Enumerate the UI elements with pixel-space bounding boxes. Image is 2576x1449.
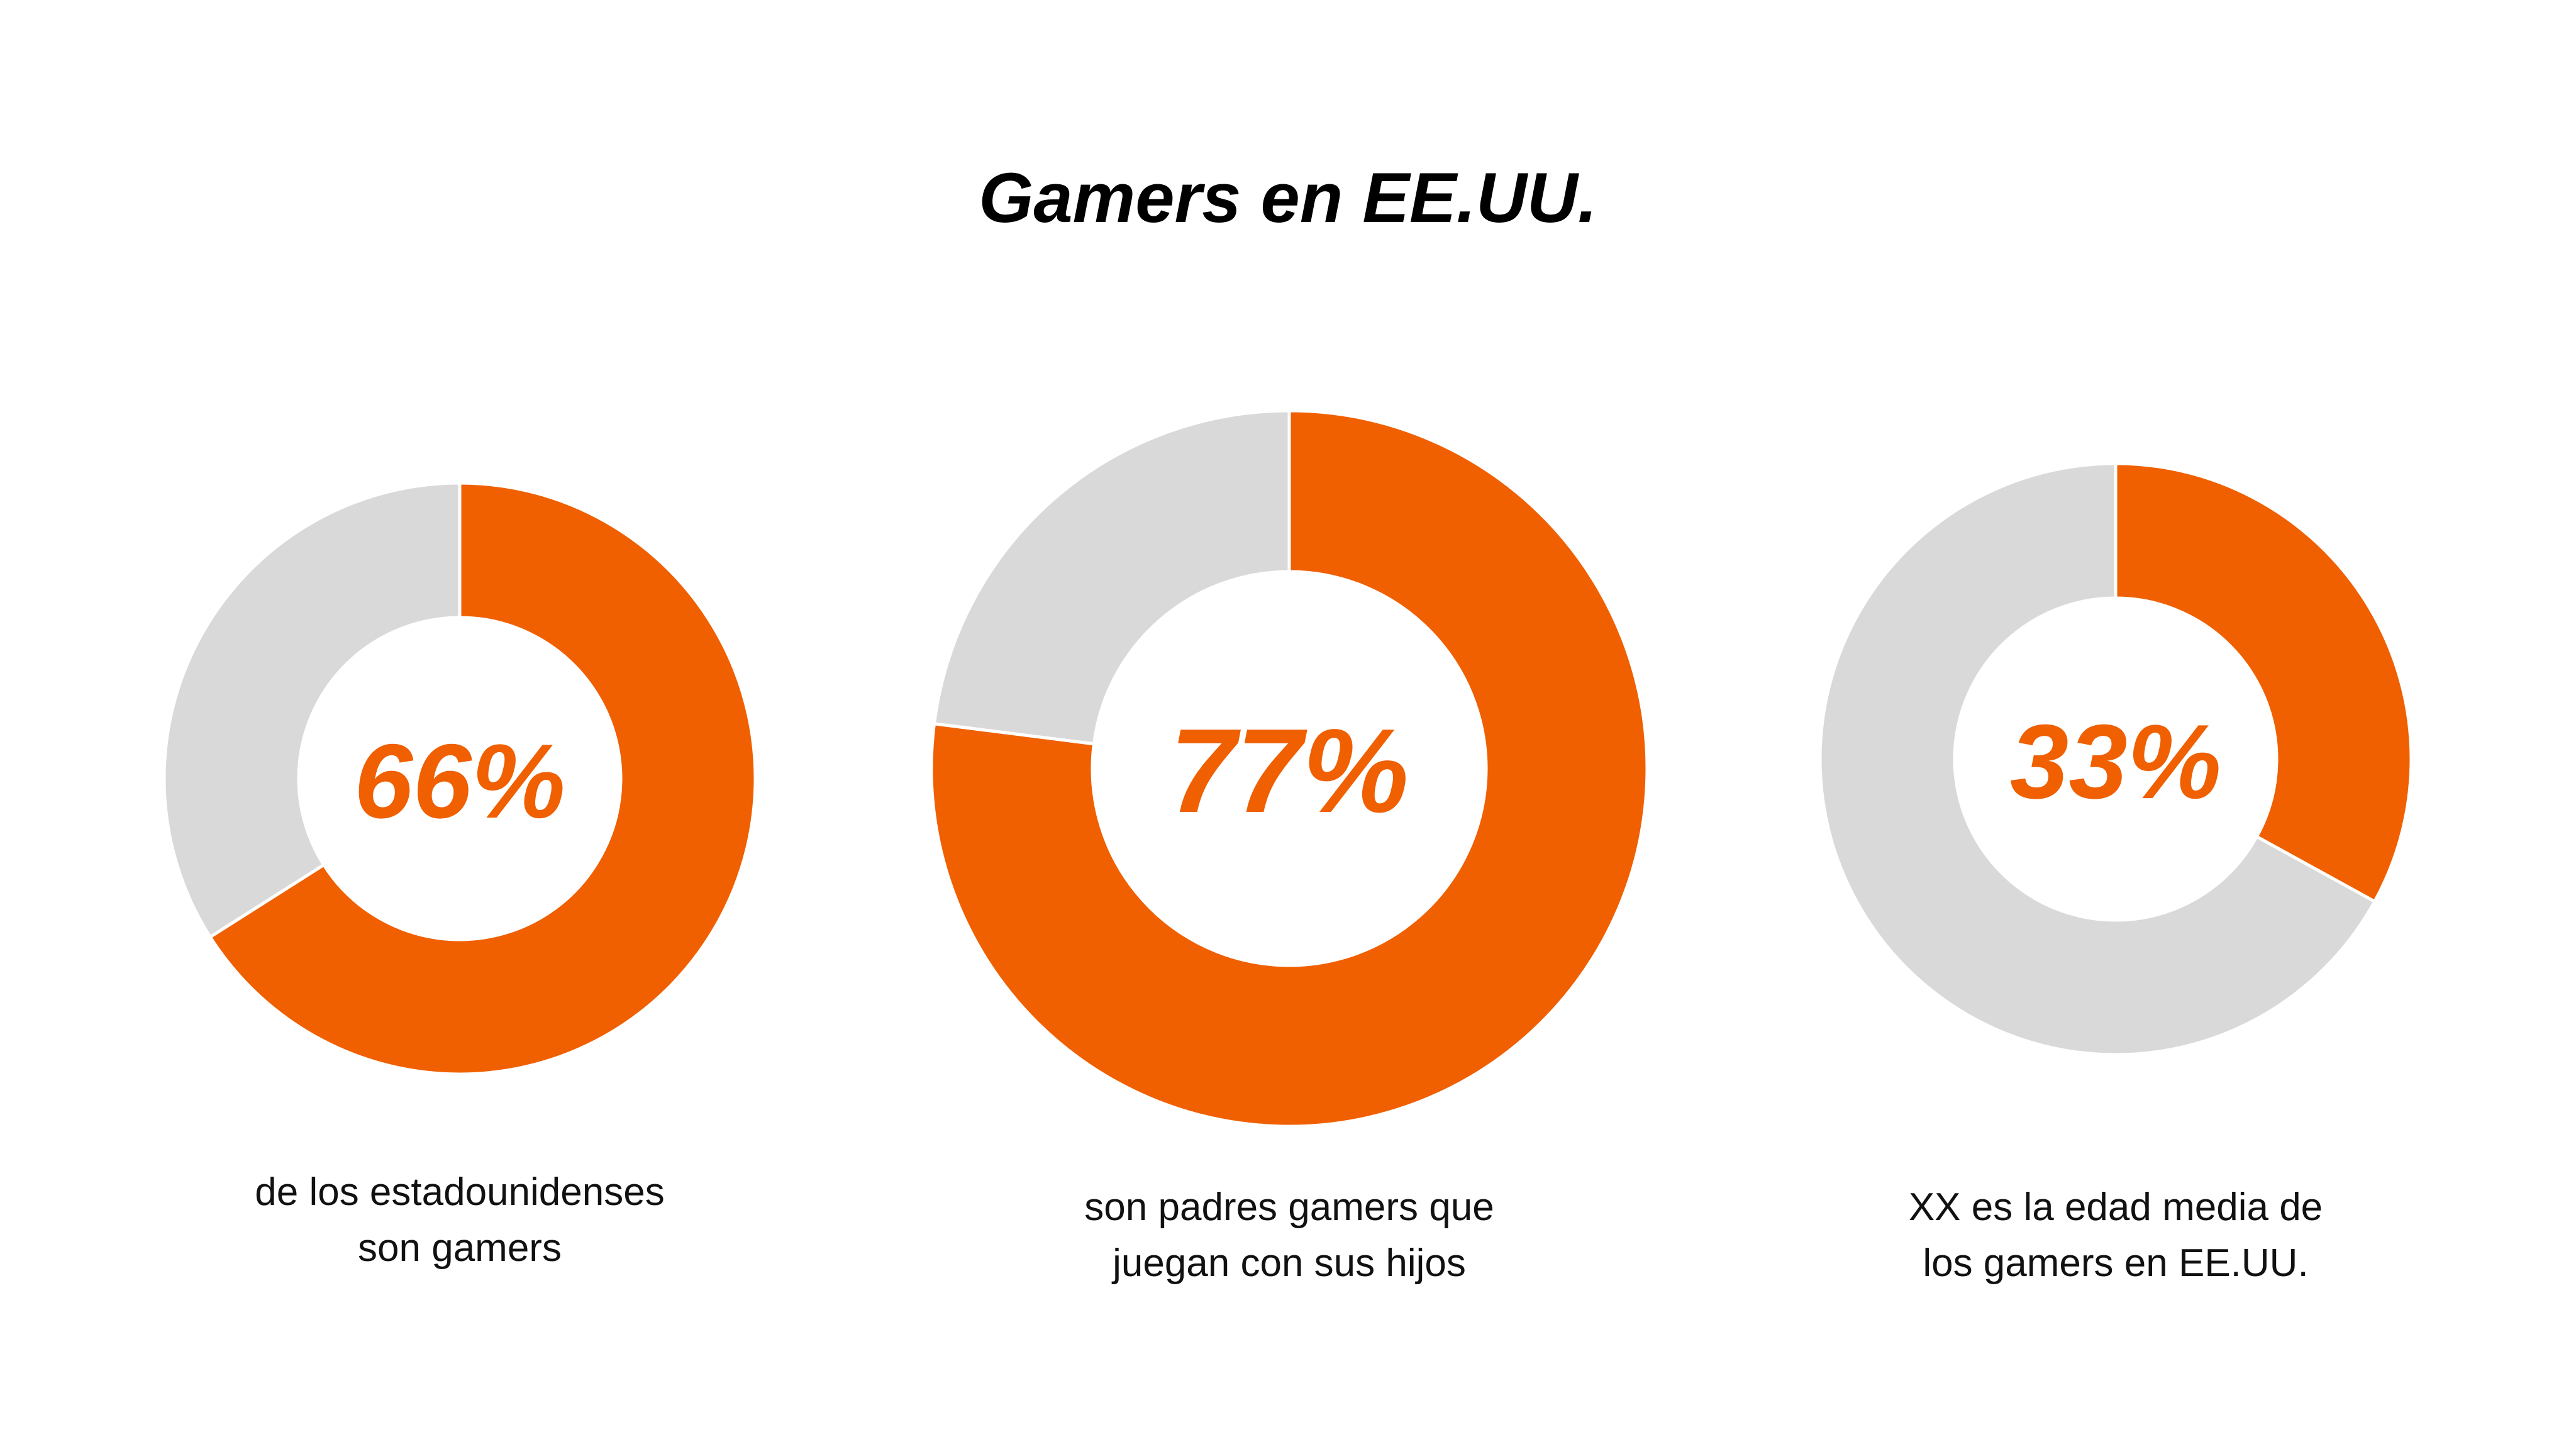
donut-slice-remainder [1818,462,2377,1057]
percent-label: 33% [2010,702,2221,821]
chart-title: Gamers en EE.UU. [979,158,1597,237]
caption-2: son padres gamers que juegan con sus hij… [975,1179,1604,1291]
caption-line: son padres gamers que [1084,1185,1494,1229]
caption-line: XX es la edad media de [1908,1185,2323,1229]
percent-label: 77% [1170,704,1409,838]
caption-line: juegan con sus hijos [1113,1241,1466,1285]
caption-line: los gamers en EE.UU. [1923,1241,2309,1285]
donut-slice-value [930,409,1649,1128]
caption-1: de los estadounidenses son gamers [145,1164,774,1276]
donut-slice-remainder [162,481,462,940]
donut-slice-value [2114,462,2413,904]
donut-slice-remainder [932,409,1291,746]
caption-line: son gamers [358,1226,562,1270]
caption-3: XX es la edad media de los gamers en EE.… [1801,1179,2430,1291]
caption-line: de los estadounidenses [255,1170,665,1214]
percent-label: 66% [354,722,565,840]
donut-slice-value [208,481,757,1076]
